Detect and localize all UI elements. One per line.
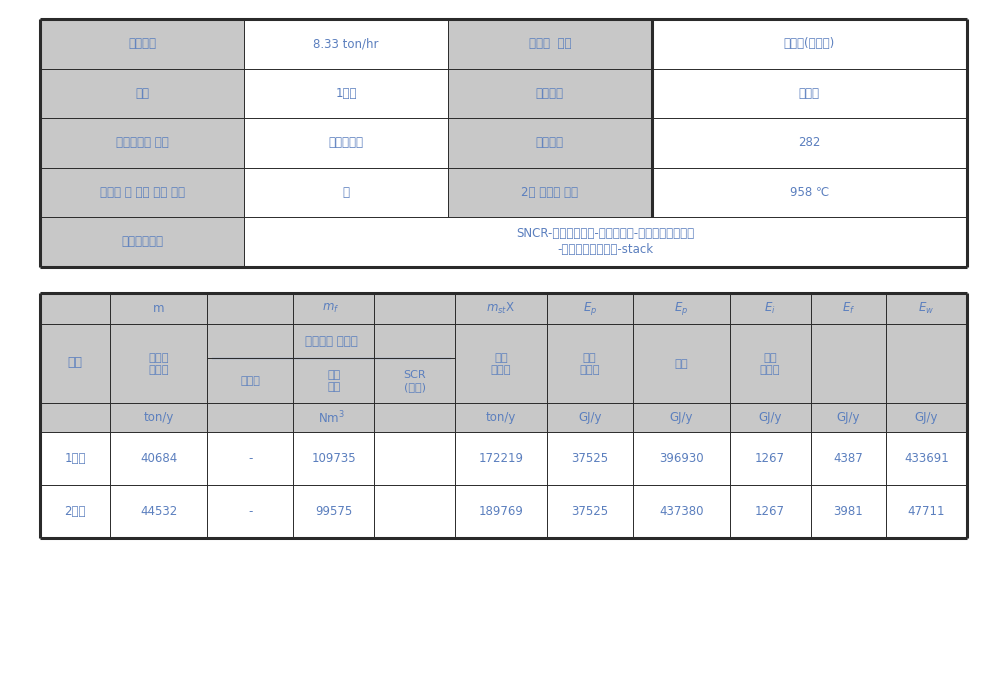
Bar: [244, 69, 448, 118]
Text: SNCR-반건식반응탑-여과집진기-다이옥신제거필터
-증기식가스가열기-stack: SNCR-반건식반응탑-여과집진기-다이옥신제거필터 -증기식가스가열기-sta…: [517, 227, 695, 256]
Text: 1267: 1267: [755, 505, 785, 518]
Text: m: m: [153, 302, 164, 315]
Text: GJ/y: GJ/y: [837, 412, 860, 424]
Bar: [40, 118, 244, 168]
Text: 폐기물
투입량: 폐기물 투입량: [148, 352, 169, 375]
Text: GJ/y: GJ/y: [578, 412, 601, 424]
Text: 958 ℃: 958 ℃: [789, 186, 829, 199]
Text: 운전방식: 운전방식: [536, 87, 564, 100]
Bar: [448, 69, 652, 118]
Bar: [652, 19, 967, 69]
Text: 스토커(이동식): 스토커(이동식): [783, 38, 835, 50]
Text: 44532: 44532: [140, 505, 177, 518]
Text: 스팀
생산량: 스팀 생산량: [490, 352, 512, 375]
Text: 처리폐기물 종류: 처리폐기물 종류: [116, 137, 168, 149]
Text: $E_p$: $E_p$: [582, 300, 597, 317]
Text: 109735: 109735: [311, 452, 356, 465]
Text: 가동중: 가동중: [241, 376, 260, 386]
Text: 시설용량: 시설용량: [128, 38, 156, 50]
Text: 유: 유: [342, 186, 349, 199]
Bar: [244, 217, 967, 267]
Bar: [40, 168, 244, 217]
Text: 스팀: 스팀: [675, 359, 688, 369]
Text: 3981: 3981: [834, 505, 863, 518]
Bar: [40, 69, 244, 118]
Text: 4387: 4387: [834, 452, 863, 465]
Text: 282: 282: [798, 137, 821, 149]
Text: 연속식: 연속식: [799, 87, 820, 100]
Text: ton/y: ton/y: [485, 412, 516, 424]
Text: 전기
생산량: 전기 생산량: [579, 352, 600, 375]
Text: $E_w$: $E_w$: [918, 301, 934, 316]
Text: 2차 연소실 온도: 2차 연소실 온도: [522, 186, 578, 199]
Text: 433691: 433691: [904, 452, 949, 465]
Text: ton/y: ton/y: [144, 412, 174, 424]
Text: 생활폐기물: 생활폐기물: [328, 137, 364, 149]
Text: 1267: 1267: [755, 452, 785, 465]
Bar: [244, 118, 448, 168]
Text: 전기
사용량: 전기 사용량: [760, 352, 780, 375]
Text: GJ/y: GJ/y: [670, 412, 693, 424]
Text: 47711: 47711: [907, 505, 946, 518]
Text: 396930: 396930: [659, 452, 704, 465]
Text: 2호기: 2호기: [64, 505, 86, 518]
Text: 40684: 40684: [140, 452, 177, 465]
Text: -: -: [248, 505, 253, 518]
Text: 37525: 37525: [571, 452, 608, 465]
Bar: [652, 118, 967, 168]
Bar: [40, 19, 244, 69]
Text: 소각로  타입: 소각로 타입: [529, 38, 571, 50]
Bar: [40, 217, 244, 267]
Text: 호기: 호기: [135, 87, 149, 100]
Bar: [448, 118, 652, 168]
Text: 호기: 호기: [67, 356, 83, 369]
Text: 37525: 37525: [571, 505, 608, 518]
Bar: [652, 69, 967, 118]
Text: SCR
(승온): SCR (승온): [404, 370, 426, 392]
Bar: [652, 168, 967, 217]
Text: 방지시설구성: 방지시설구성: [121, 236, 163, 248]
Text: 운전
개시: 운전 개시: [327, 370, 340, 392]
Bar: [40, 293, 967, 432]
Text: $E_i$: $E_i$: [764, 301, 776, 316]
Text: 189769: 189769: [478, 505, 524, 518]
Text: $m_f$: $m_f$: [322, 302, 339, 315]
Text: -: -: [248, 452, 253, 465]
Bar: [244, 19, 448, 69]
Text: $E_p$: $E_p$: [674, 300, 689, 317]
Bar: [448, 19, 652, 69]
Text: 내화물 내 수관 설치 여부: 내화물 내 수관 설치 여부: [100, 186, 184, 199]
Text: GJ/y: GJ/y: [758, 412, 781, 424]
Text: 1호기: 1호기: [335, 87, 356, 100]
Text: 보조연료 사용량: 보조연료 사용량: [305, 335, 357, 348]
Text: 가동일수: 가동일수: [536, 137, 564, 149]
Bar: [448, 168, 652, 217]
Text: GJ/y: GJ/y: [914, 412, 939, 424]
Text: 1호기: 1호기: [64, 452, 86, 465]
Text: 437380: 437380: [659, 505, 704, 518]
Text: 172219: 172219: [478, 452, 524, 465]
Text: Nm$^3$: Nm$^3$: [317, 409, 344, 426]
Text: 8.33 ton/hr: 8.33 ton/hr: [313, 38, 379, 50]
Text: 99575: 99575: [315, 505, 352, 518]
Text: $m_{st}$X: $m_{st}$X: [486, 301, 516, 316]
Bar: [40, 432, 967, 538]
Bar: [244, 168, 448, 217]
Text: $E_f$: $E_f$: [842, 301, 855, 316]
